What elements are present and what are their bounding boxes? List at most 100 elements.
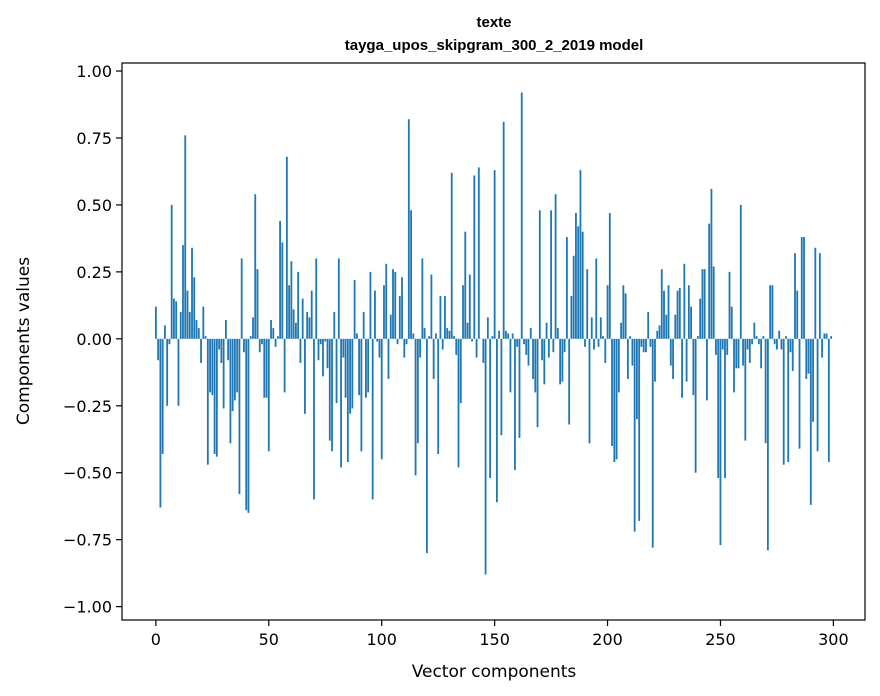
bar xyxy=(613,338,616,462)
bar xyxy=(500,338,503,436)
bar xyxy=(579,170,582,339)
bar xyxy=(588,338,591,444)
bar xyxy=(349,338,351,414)
bar xyxy=(267,338,270,452)
bar xyxy=(387,338,390,379)
bar xyxy=(209,338,211,393)
bar xyxy=(468,274,471,339)
bar xyxy=(547,338,550,358)
bar xyxy=(495,338,498,503)
bar xyxy=(245,338,248,511)
bar xyxy=(383,285,385,339)
bar xyxy=(597,338,600,347)
bar xyxy=(543,338,546,385)
bar xyxy=(299,338,302,363)
bar xyxy=(516,338,519,347)
bar xyxy=(620,322,622,339)
bar xyxy=(545,322,548,339)
bar xyxy=(606,285,609,339)
bar xyxy=(640,338,643,347)
bar xyxy=(776,338,778,350)
bar xyxy=(626,338,629,379)
bar xyxy=(164,325,166,339)
bar xyxy=(335,338,338,404)
bar xyxy=(590,317,593,339)
bar xyxy=(290,261,293,339)
y-axis-ticks: 1.00 0.75 0.50 0.25 0.00 −0.25 −0.50 −0.75 −1.00 xyxy=(63,62,122,617)
bar xyxy=(421,258,424,339)
bar xyxy=(322,338,324,377)
bar xyxy=(416,338,419,444)
bar xyxy=(236,338,239,393)
bar xyxy=(812,338,814,422)
bar xyxy=(462,285,464,339)
bar xyxy=(563,338,566,353)
bar xyxy=(281,242,284,339)
bar xyxy=(789,338,792,353)
bar xyxy=(708,223,711,339)
bar xyxy=(798,338,801,449)
bar xyxy=(565,237,568,339)
bar xyxy=(753,322,756,339)
bar xyxy=(285,156,288,339)
bar xyxy=(550,210,552,339)
bar xyxy=(572,255,575,339)
bar xyxy=(660,269,663,339)
bar xyxy=(814,247,817,339)
bar xyxy=(674,314,677,339)
bar xyxy=(276,336,279,339)
bar xyxy=(256,269,259,339)
bar xyxy=(292,309,295,339)
bar xyxy=(444,295,446,339)
bar xyxy=(168,338,171,345)
bar xyxy=(755,336,758,339)
bar xyxy=(304,338,306,414)
bar xyxy=(638,338,641,521)
bar xyxy=(346,338,349,462)
bar xyxy=(261,338,263,345)
bar xyxy=(559,338,562,385)
x-tick-label: 50 xyxy=(259,630,279,649)
bar xyxy=(735,338,738,369)
bar xyxy=(694,338,697,473)
plot-frame xyxy=(121,62,866,621)
bar xyxy=(159,338,162,508)
bar xyxy=(455,338,458,355)
bar xyxy=(263,338,266,398)
bar xyxy=(398,295,401,339)
bar xyxy=(206,338,209,465)
bar xyxy=(631,338,634,366)
x-tick-label: 250 xyxy=(705,630,736,649)
bar xyxy=(337,258,340,339)
bar xyxy=(821,338,823,358)
bar xyxy=(441,338,444,350)
bar xyxy=(491,336,494,339)
bar xyxy=(525,338,528,355)
bar xyxy=(453,336,455,339)
bar xyxy=(721,338,724,350)
bar xyxy=(785,336,787,339)
bar xyxy=(215,338,218,457)
bar xyxy=(464,231,467,339)
bar xyxy=(306,312,309,339)
bar xyxy=(358,338,361,396)
bar xyxy=(362,312,365,339)
bar xyxy=(642,338,645,353)
bar xyxy=(435,333,437,339)
bar xyxy=(538,210,541,339)
bar xyxy=(577,226,580,339)
bar xyxy=(353,279,356,339)
bar xyxy=(764,338,767,444)
bar xyxy=(746,338,749,350)
bar xyxy=(676,290,679,339)
bar xyxy=(294,322,297,339)
bar xyxy=(220,338,223,363)
bar xyxy=(446,328,449,339)
bar xyxy=(310,290,313,339)
bar xyxy=(505,330,507,339)
bar xyxy=(229,338,232,444)
bar xyxy=(532,338,534,379)
bar xyxy=(274,338,277,347)
bar xyxy=(724,338,726,479)
bar xyxy=(326,338,329,369)
